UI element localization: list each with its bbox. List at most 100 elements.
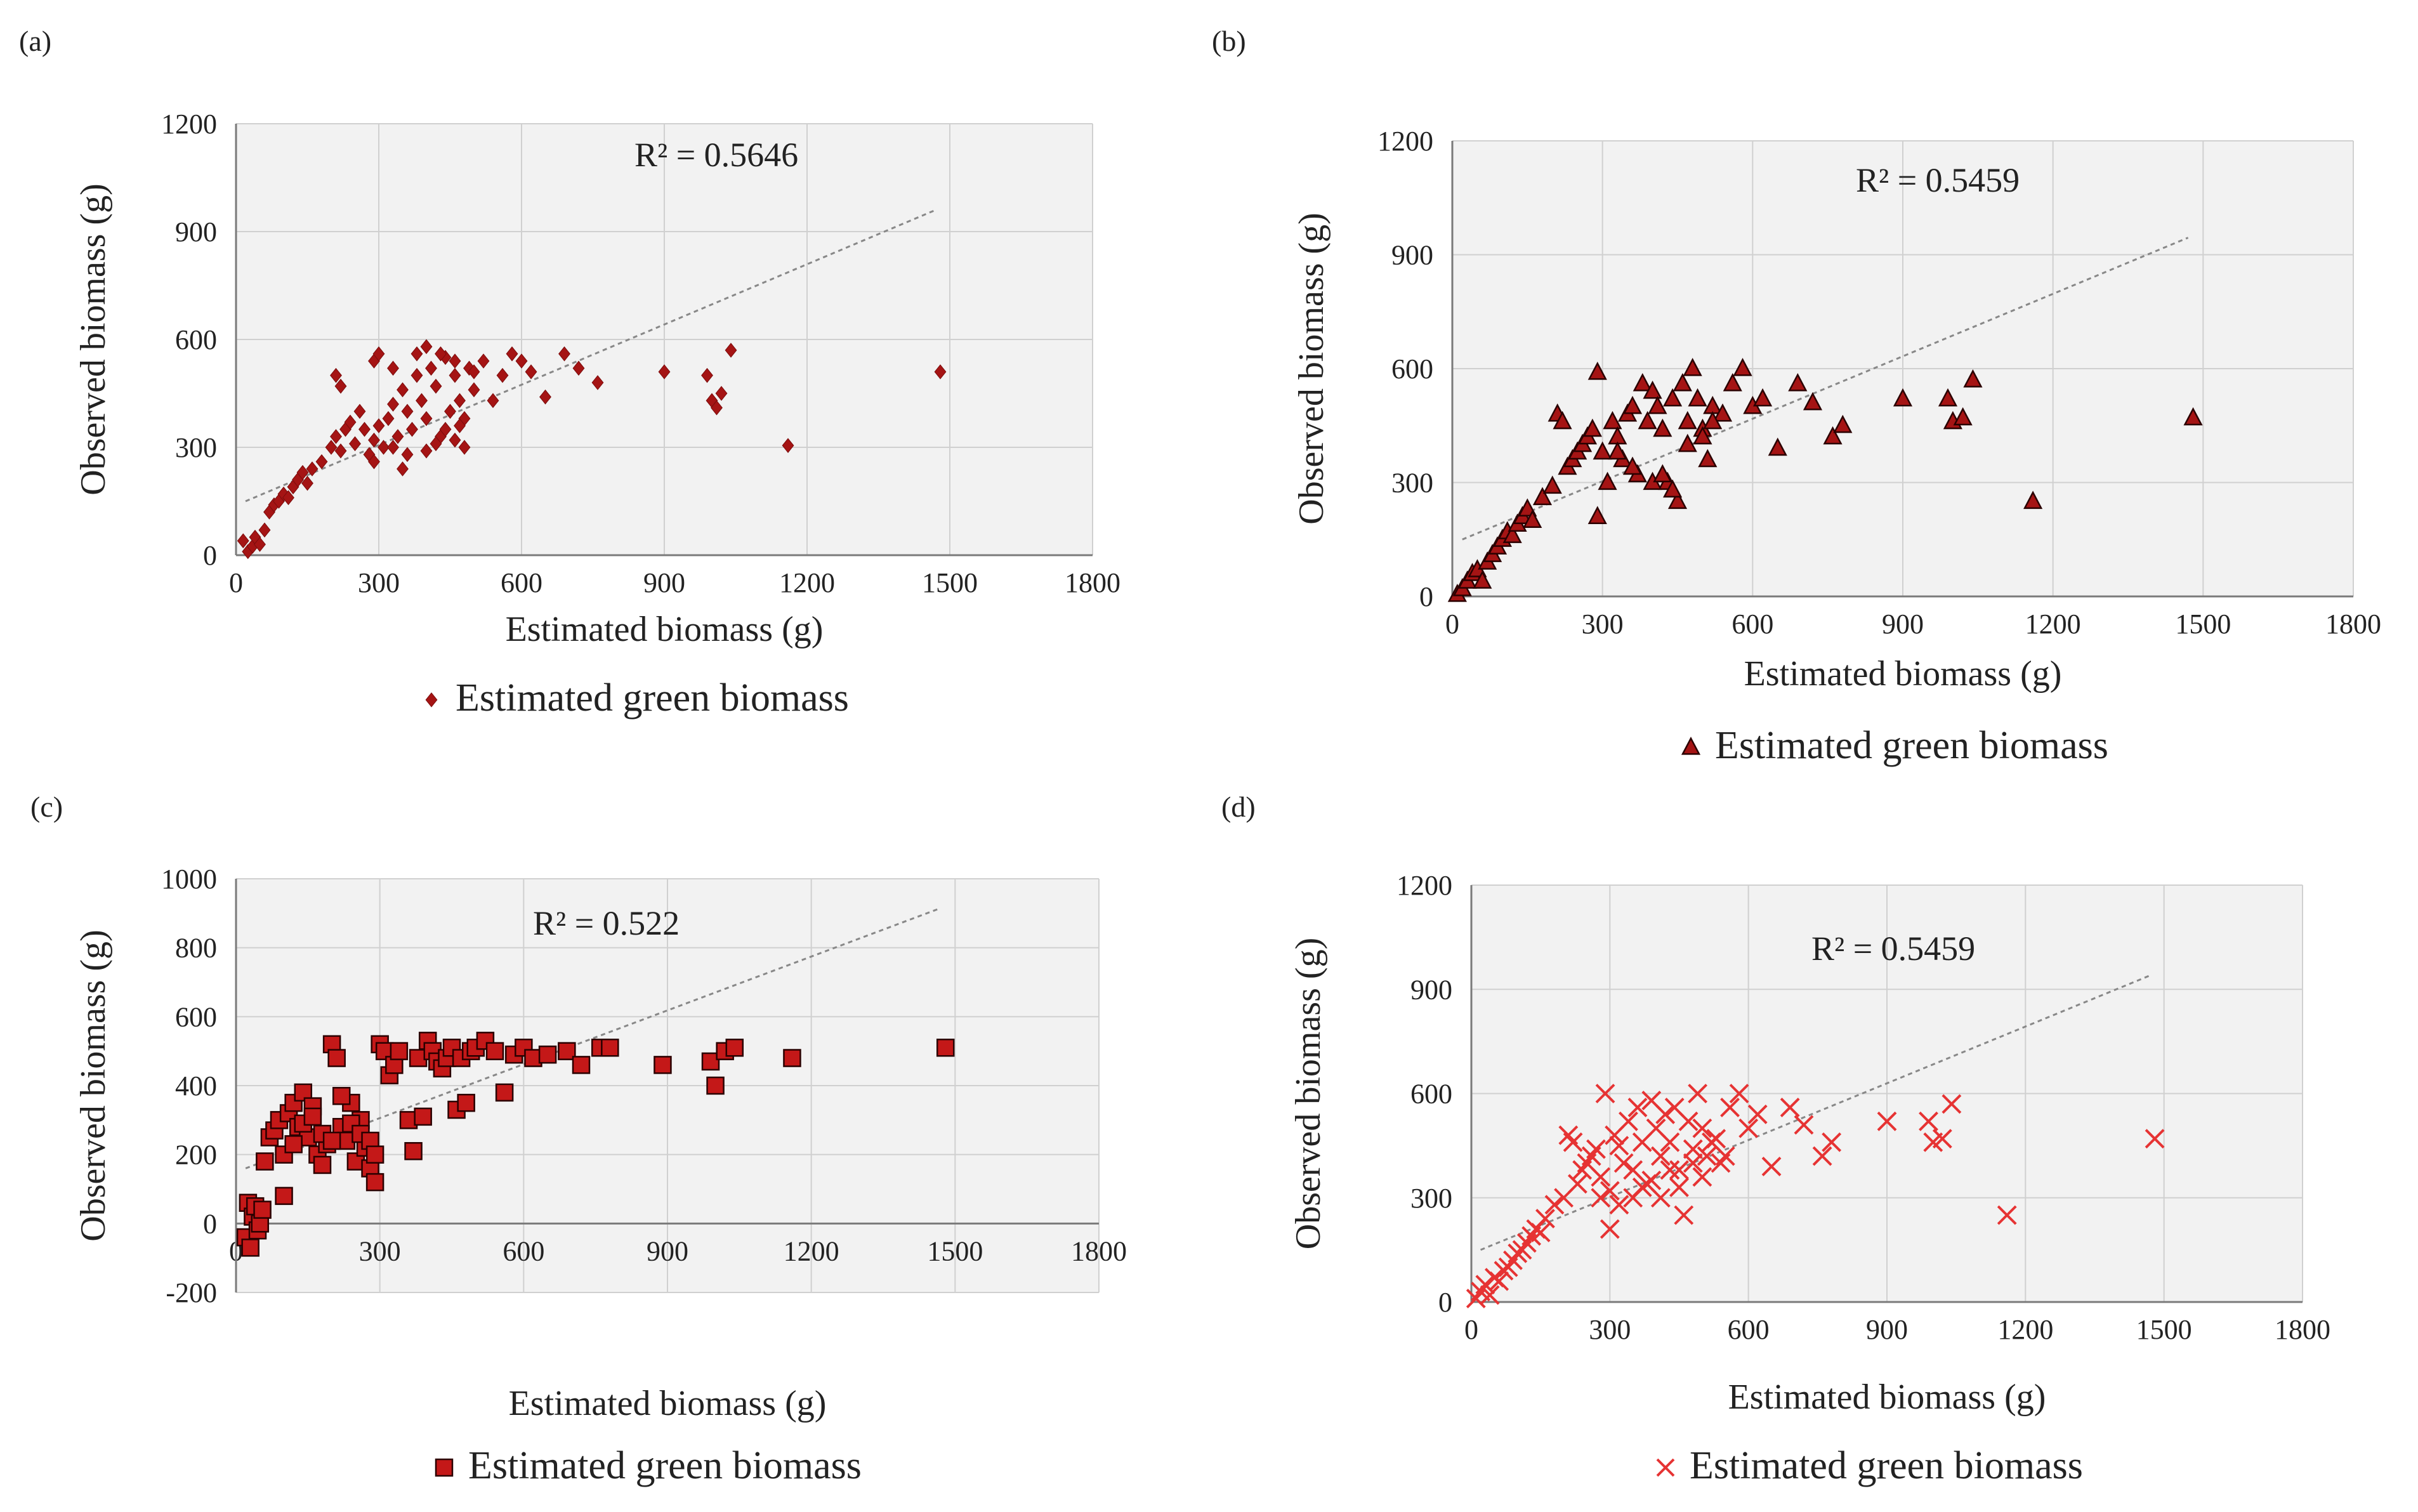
x-tick-label: 900 [643, 567, 685, 598]
data-point [365, 1173, 384, 1192]
y-tick-label: 300 [1410, 1183, 1452, 1214]
r-squared-label: R² = 0.5459 [1856, 161, 2020, 199]
data-point [1591, 1188, 1611, 1208]
x-tick-label: 900 [1866, 1314, 1908, 1345]
data-point [782, 438, 794, 453]
data-point [1669, 1177, 1689, 1197]
legend-label: Estimated green biomass [1715, 724, 2108, 767]
y-axis-title: Observed biomass (g) [74, 930, 113, 1241]
data-point [2183, 407, 2203, 426]
chart-panel-c: (c) 0300600900120015001800-2000200400600… [0, 780, 1209, 1512]
data-point [1591, 1167, 1611, 1187]
data-point [715, 386, 728, 401]
y-tick-label: -200 [166, 1277, 217, 1308]
data-point [1632, 1177, 1652, 1197]
data-point [1542, 475, 1562, 494]
y-axis-title: Observed biomass (g) [1289, 938, 1328, 1249]
data-point [1595, 1084, 1615, 1103]
data-point [1688, 1084, 1708, 1103]
data-point [284, 1135, 303, 1154]
data-point [1706, 1129, 1726, 1149]
data-point [1523, 509, 1542, 528]
data-point [495, 1083, 514, 1102]
data-point [1729, 1084, 1749, 1103]
data-point [256, 1152, 274, 1171]
data-point [397, 382, 409, 398]
data-point [1638, 411, 1657, 430]
data-point [1544, 1195, 1565, 1215]
data-point [420, 411, 433, 426]
data-point [706, 1076, 725, 1095]
data-point [1720, 1097, 1740, 1117]
data-point [315, 454, 328, 470]
data-point [538, 1045, 557, 1064]
data-point [1667, 490, 1688, 509]
data-point [442, 1038, 461, 1057]
trendline [245, 209, 936, 503]
x-tick-label: 300 [1589, 1314, 1631, 1345]
data-points [237, 339, 947, 560]
panel-label: (b) [1212, 25, 1246, 57]
data-point [1963, 369, 1983, 388]
data-point [539, 389, 551, 405]
data-point [372, 346, 385, 362]
y-tick-label: 400 [175, 1070, 217, 1101]
data-point [414, 1107, 432, 1126]
data-point [378, 440, 390, 455]
x-axis-title: Estimated biomass (g) [1744, 654, 2062, 694]
data-point [1587, 506, 1607, 524]
y-tick-label: 800 [175, 933, 217, 964]
data-point [1480, 1285, 1500, 1305]
chart-panel-d: (d) 0 300 600 900 1200 1500 1800 0 300 600 900 1200… [1209, 780, 2418, 1512]
data-point [1932, 1129, 1952, 1149]
data-point [330, 429, 342, 444]
data-point [1633, 372, 1652, 391]
y-tick-label: 1000 [161, 864, 217, 895]
x-tick-label: 1500 [922, 567, 978, 598]
x-tick-label: 1200 [2025, 608, 2081, 640]
legend-marker-icon [1681, 736, 1701, 755]
legend: Estimated green biomass [1653, 1443, 2083, 1489]
data-point [435, 346, 447, 362]
y-tick-label: 0 [1419, 581, 1433, 612]
data-point [725, 1038, 744, 1057]
data-point [449, 353, 461, 369]
x-tick-label: 1800 [1065, 567, 1120, 598]
data-point [783, 1049, 801, 1067]
data-point [1473, 570, 1492, 589]
data-point [1833, 414, 1853, 433]
panel-label: (c) [30, 791, 63, 823]
data-point [349, 436, 361, 452]
data-point [1600, 1181, 1620, 1201]
data-point [1715, 1146, 1735, 1166]
x-tick-label: 1500 [2136, 1314, 2192, 1345]
data-point [454, 418, 466, 433]
data-point [1663, 388, 1683, 407]
r-squared-label: R² = 0.5459 [1811, 930, 1975, 968]
data-point [306, 461, 319, 477]
data-point [430, 436, 442, 452]
legend-marker [435, 1458, 454, 1476]
x-tick-label: 1800 [1071, 1235, 1127, 1266]
data-points [1466, 1084, 2165, 1308]
data-point [420, 443, 433, 459]
data-point [1678, 433, 1697, 452]
data-point [253, 1200, 272, 1219]
data-point [572, 360, 585, 376]
data-point [397, 461, 409, 477]
data-point [934, 364, 947, 379]
panel-label: (a) [19, 25, 52, 57]
data-point [411, 346, 423, 362]
data-point [1603, 411, 1622, 430]
data-point [1653, 418, 1672, 437]
data-point [458, 440, 471, 455]
data-point [241, 1239, 260, 1257]
y-tick-label: 300 [175, 432, 217, 463]
panel-label: (d) [1221, 791, 1256, 823]
legend-marker-icon [1656, 1458, 1675, 1476]
data-point [401, 404, 414, 419]
data-point [325, 440, 338, 455]
data-point [468, 382, 480, 398]
data-point [1532, 487, 1553, 506]
x-tick-label: 600 [503, 1235, 544, 1266]
